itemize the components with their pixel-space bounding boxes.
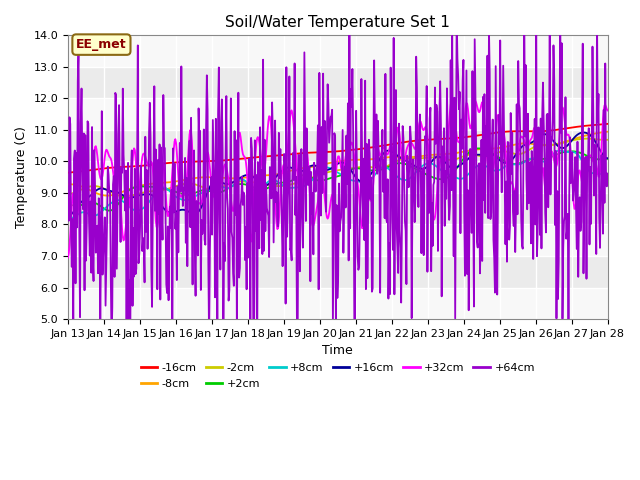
Text: EE_met: EE_met — [76, 38, 127, 51]
X-axis label: Time: Time — [323, 344, 353, 357]
Bar — [68, 67, 607, 98]
Bar — [68, 98, 607, 130]
Legend: -16cm, -8cm, -2cm, +2cm, +8cm, +16cm, +32cm, +64cm: -16cm, -8cm, -2cm, +2cm, +8cm, +16cm, +3… — [136, 359, 540, 393]
Bar — [68, 193, 607, 225]
Bar — [68, 256, 607, 288]
Bar — [68, 288, 607, 319]
Bar — [68, 161, 607, 193]
Title: Soil/Water Temperature Set 1: Soil/Water Temperature Set 1 — [225, 15, 450, 30]
Bar — [68, 36, 607, 67]
Bar — [68, 130, 607, 161]
Y-axis label: Temperature (C): Temperature (C) — [15, 126, 28, 228]
Bar — [68, 225, 607, 256]
